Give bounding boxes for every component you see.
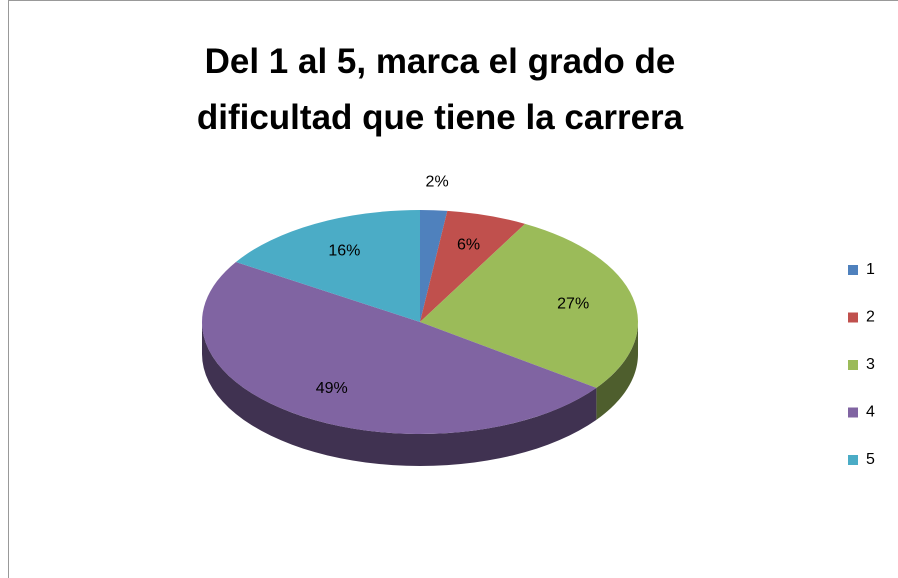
slice [420, 210, 526, 322]
slice [420, 210, 448, 322]
data-label: 2% [426, 173, 449, 190]
legend-swatch [848, 360, 858, 370]
chart-title: Del 1 al 5, marca el grado de dificultad… [196, 42, 684, 137]
data-label: 16% [328, 243, 360, 260]
legend-label: 4 [866, 404, 875, 421]
legend-swatch [848, 407, 858, 418]
slice-side [202, 322, 597, 466]
slice-side [596, 322, 638, 420]
slice [420, 223, 638, 388]
legend-swatch [848, 265, 858, 275]
data-label: 6% [457, 237, 480, 254]
slice [202, 261, 597, 434]
slice [235, 210, 420, 322]
legend-swatch [848, 312, 858, 323]
legend-label: 2 [866, 309, 875, 326]
legend-swatch [848, 455, 858, 465]
data-label: 27% [557, 296, 589, 313]
legend-label: 5 [866, 451, 875, 468]
data-label: 49% [316, 380, 348, 397]
legend-label: 1 [866, 261, 875, 278]
legend-label: 3 [866, 356, 875, 373]
chart-border [8, 0, 898, 578]
